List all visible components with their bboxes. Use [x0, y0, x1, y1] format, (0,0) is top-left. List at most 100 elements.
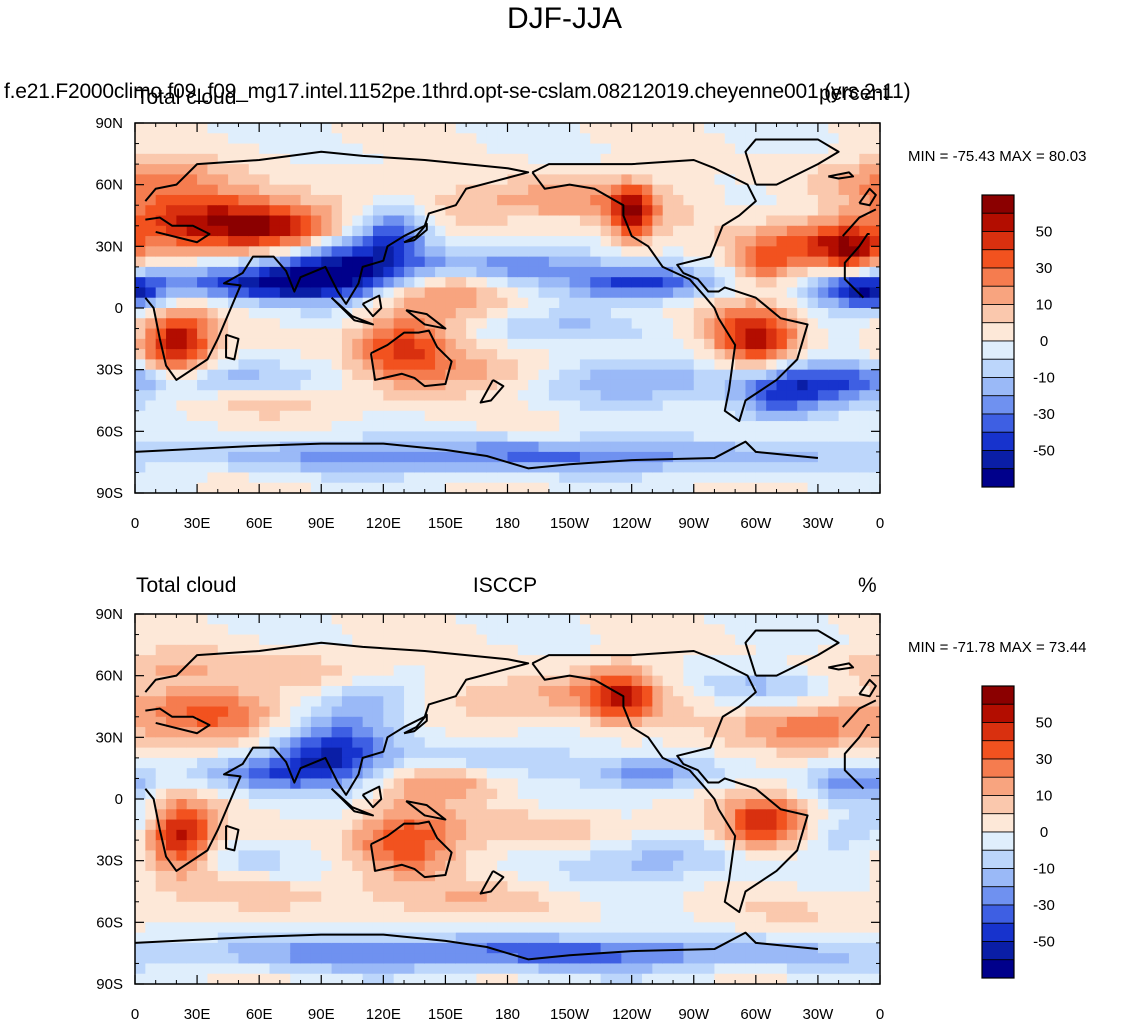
field-cell — [786, 400, 798, 412]
field-cell — [166, 634, 177, 646]
field-cell — [310, 881, 322, 893]
field-cell — [445, 184, 457, 196]
field-cell — [414, 614, 426, 625]
field-cell — [466, 338, 478, 350]
field-cell — [279, 829, 291, 841]
field-cell — [797, 410, 809, 422]
field-cell — [279, 174, 291, 186]
field-cell — [310, 143, 322, 155]
field-cell — [828, 369, 840, 381]
field-cell — [631, 421, 643, 432]
field-cell — [559, 441, 571, 453]
field-cell — [228, 953, 240, 965]
field-cell — [404, 737, 415, 749]
field-cell — [662, 665, 674, 677]
field-cell — [197, 133, 209, 145]
field-cell — [362, 768, 374, 780]
field-cell — [166, 860, 177, 872]
field-cell — [352, 451, 364, 463]
field-cell — [673, 912, 685, 923]
field-cell — [217, 778, 229, 790]
field-cell — [673, 757, 685, 769]
field-cell — [735, 716, 747, 728]
field-cell — [279, 482, 291, 493]
field-cell — [869, 287, 880, 299]
field-cell — [652, 655, 664, 666]
field-cell — [145, 665, 157, 677]
field-cell — [621, 870, 633, 882]
field-cell — [269, 256, 281, 268]
field-cell — [652, 788, 664, 800]
field-cell — [724, 266, 736, 278]
coastline — [828, 171, 855, 180]
field-cell — [362, 390, 374, 402]
field-cell — [455, 809, 467, 821]
field-cell — [714, 850, 726, 862]
field-cell — [466, 246, 478, 258]
field-cell — [466, 860, 478, 872]
field-cell — [838, 164, 850, 175]
field-cell — [166, 369, 177, 381]
field-cell — [755, 696, 767, 708]
field-cell — [714, 256, 726, 268]
field-cell — [207, 482, 219, 493]
field-cell — [714, 133, 726, 145]
field-cell — [341, 819, 353, 831]
field-cell — [352, 225, 364, 237]
field-cell — [662, 963, 674, 975]
field-cell — [683, 215, 695, 227]
field-cell — [238, 472, 250, 484]
field-cell — [548, 143, 560, 155]
field-cell — [600, 359, 612, 371]
field-cell — [631, 860, 643, 872]
field-cell — [197, 379, 209, 391]
field-cell — [435, 246, 447, 258]
field-cell — [393, 819, 405, 831]
field-cell — [341, 634, 353, 646]
field-cell — [424, 696, 436, 708]
field-cell — [455, 696, 467, 708]
field-cell — [269, 164, 281, 175]
field-cell — [435, 215, 447, 227]
field-cell — [507, 932, 519, 944]
field-cell — [269, 123, 281, 134]
field-cell — [300, 205, 312, 217]
field-cell — [673, 840, 685, 851]
field-cell — [559, 205, 571, 217]
field-cell — [631, 184, 643, 196]
field-cell — [331, 205, 343, 217]
field-cell — [445, 716, 457, 728]
field-cell — [207, 236, 219, 247]
field-cell — [435, 462, 447, 474]
field-cell — [259, 706, 271, 718]
field-cell — [559, 164, 571, 175]
field-cell — [735, 277, 747, 289]
field-cell — [807, 328, 819, 340]
field-cell — [507, 901, 519, 913]
field-cell — [621, 359, 633, 371]
field-cell — [145, 431, 157, 443]
field-cell — [331, 685, 343, 697]
field-cell — [372, 164, 384, 175]
field-cell — [135, 143, 146, 155]
field-cell — [683, 225, 695, 237]
field-cell — [755, 246, 767, 258]
field-cell — [383, 431, 395, 443]
field-cell — [269, 850, 281, 862]
field-cell — [455, 675, 467, 687]
field-cell — [455, 778, 467, 790]
field-cell — [393, 431, 405, 443]
field-cell — [559, 451, 571, 463]
field-cell — [321, 696, 333, 708]
field-cell — [383, 194, 395, 206]
field-cell — [424, 912, 436, 923]
field-cell — [755, 256, 767, 268]
field-cell — [848, 369, 860, 381]
field-cell — [683, 922, 695, 934]
field-cell — [445, 215, 457, 227]
field-cell — [838, 246, 850, 258]
field-cell — [310, 421, 322, 432]
field-cell — [155, 359, 167, 371]
field-cell — [269, 860, 281, 872]
field-cell — [724, 225, 736, 237]
